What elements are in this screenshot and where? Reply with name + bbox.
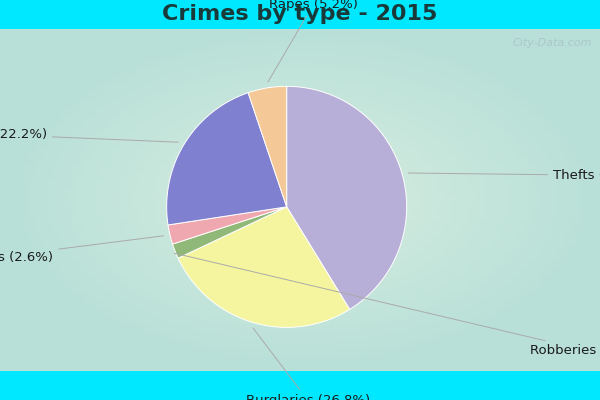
Text: Crimes by type - 2015: Crimes by type - 2015: [163, 4, 437, 24]
Text: Thefts (41.2%): Thefts (41.2%): [409, 169, 600, 182]
Text: Robberies (2.0%): Robberies (2.0%): [175, 253, 600, 357]
Text: Assaults (22.2%): Assaults (22.2%): [0, 128, 178, 142]
Text: City-Data.com: City-Data.com: [512, 38, 592, 48]
Polygon shape: [287, 86, 407, 310]
Text: Burglaries (26.8%): Burglaries (26.8%): [246, 328, 370, 400]
Polygon shape: [248, 86, 287, 207]
Text: Auto thefts (2.6%): Auto thefts (2.6%): [0, 236, 164, 264]
Polygon shape: [173, 207, 287, 258]
Polygon shape: [178, 207, 350, 327]
Polygon shape: [168, 207, 287, 244]
Text: Rapes (5.2%): Rapes (5.2%): [268, 0, 358, 82]
Polygon shape: [167, 93, 287, 225]
